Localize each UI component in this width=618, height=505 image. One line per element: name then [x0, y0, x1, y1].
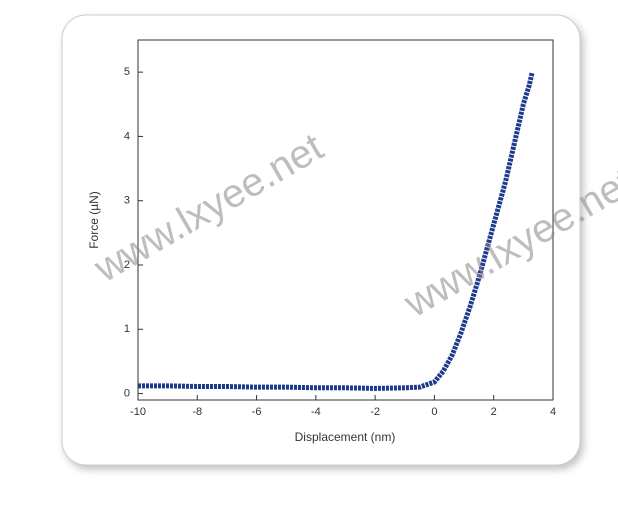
x-tick-label: -8 — [192, 406, 202, 418]
y-tick-label: 4 — [124, 130, 130, 142]
x-tick-label: 4 — [550, 406, 556, 418]
plot-frame — [137, 39, 554, 401]
data-line — [138, 71, 535, 391]
x-tick-label: 2 — [491, 406, 497, 418]
y-tick-label: 1 — [124, 323, 130, 335]
x-tick-label: -4 — [311, 406, 321, 418]
y-tick-label: 5 — [124, 66, 130, 78]
x-tick-label: -10 — [130, 406, 146, 418]
x-tick-label: -2 — [370, 406, 380, 418]
x-axis-title: Displacement (nm) — [295, 430, 396, 444]
y-tick-label: 2 — [124, 259, 130, 271]
x-tick-label: -6 — [252, 406, 262, 418]
y-axis-title: Force (µN) — [87, 191, 101, 249]
y-tick-label: 3 — [124, 195, 130, 207]
x-tick-label: 0 — [431, 406, 437, 418]
marks: -10 -8 -6 -4 -2 0 2 4 0 1 2 3 4 5 — [124, 66, 556, 418]
y-tick-label: 0 — [124, 387, 130, 399]
